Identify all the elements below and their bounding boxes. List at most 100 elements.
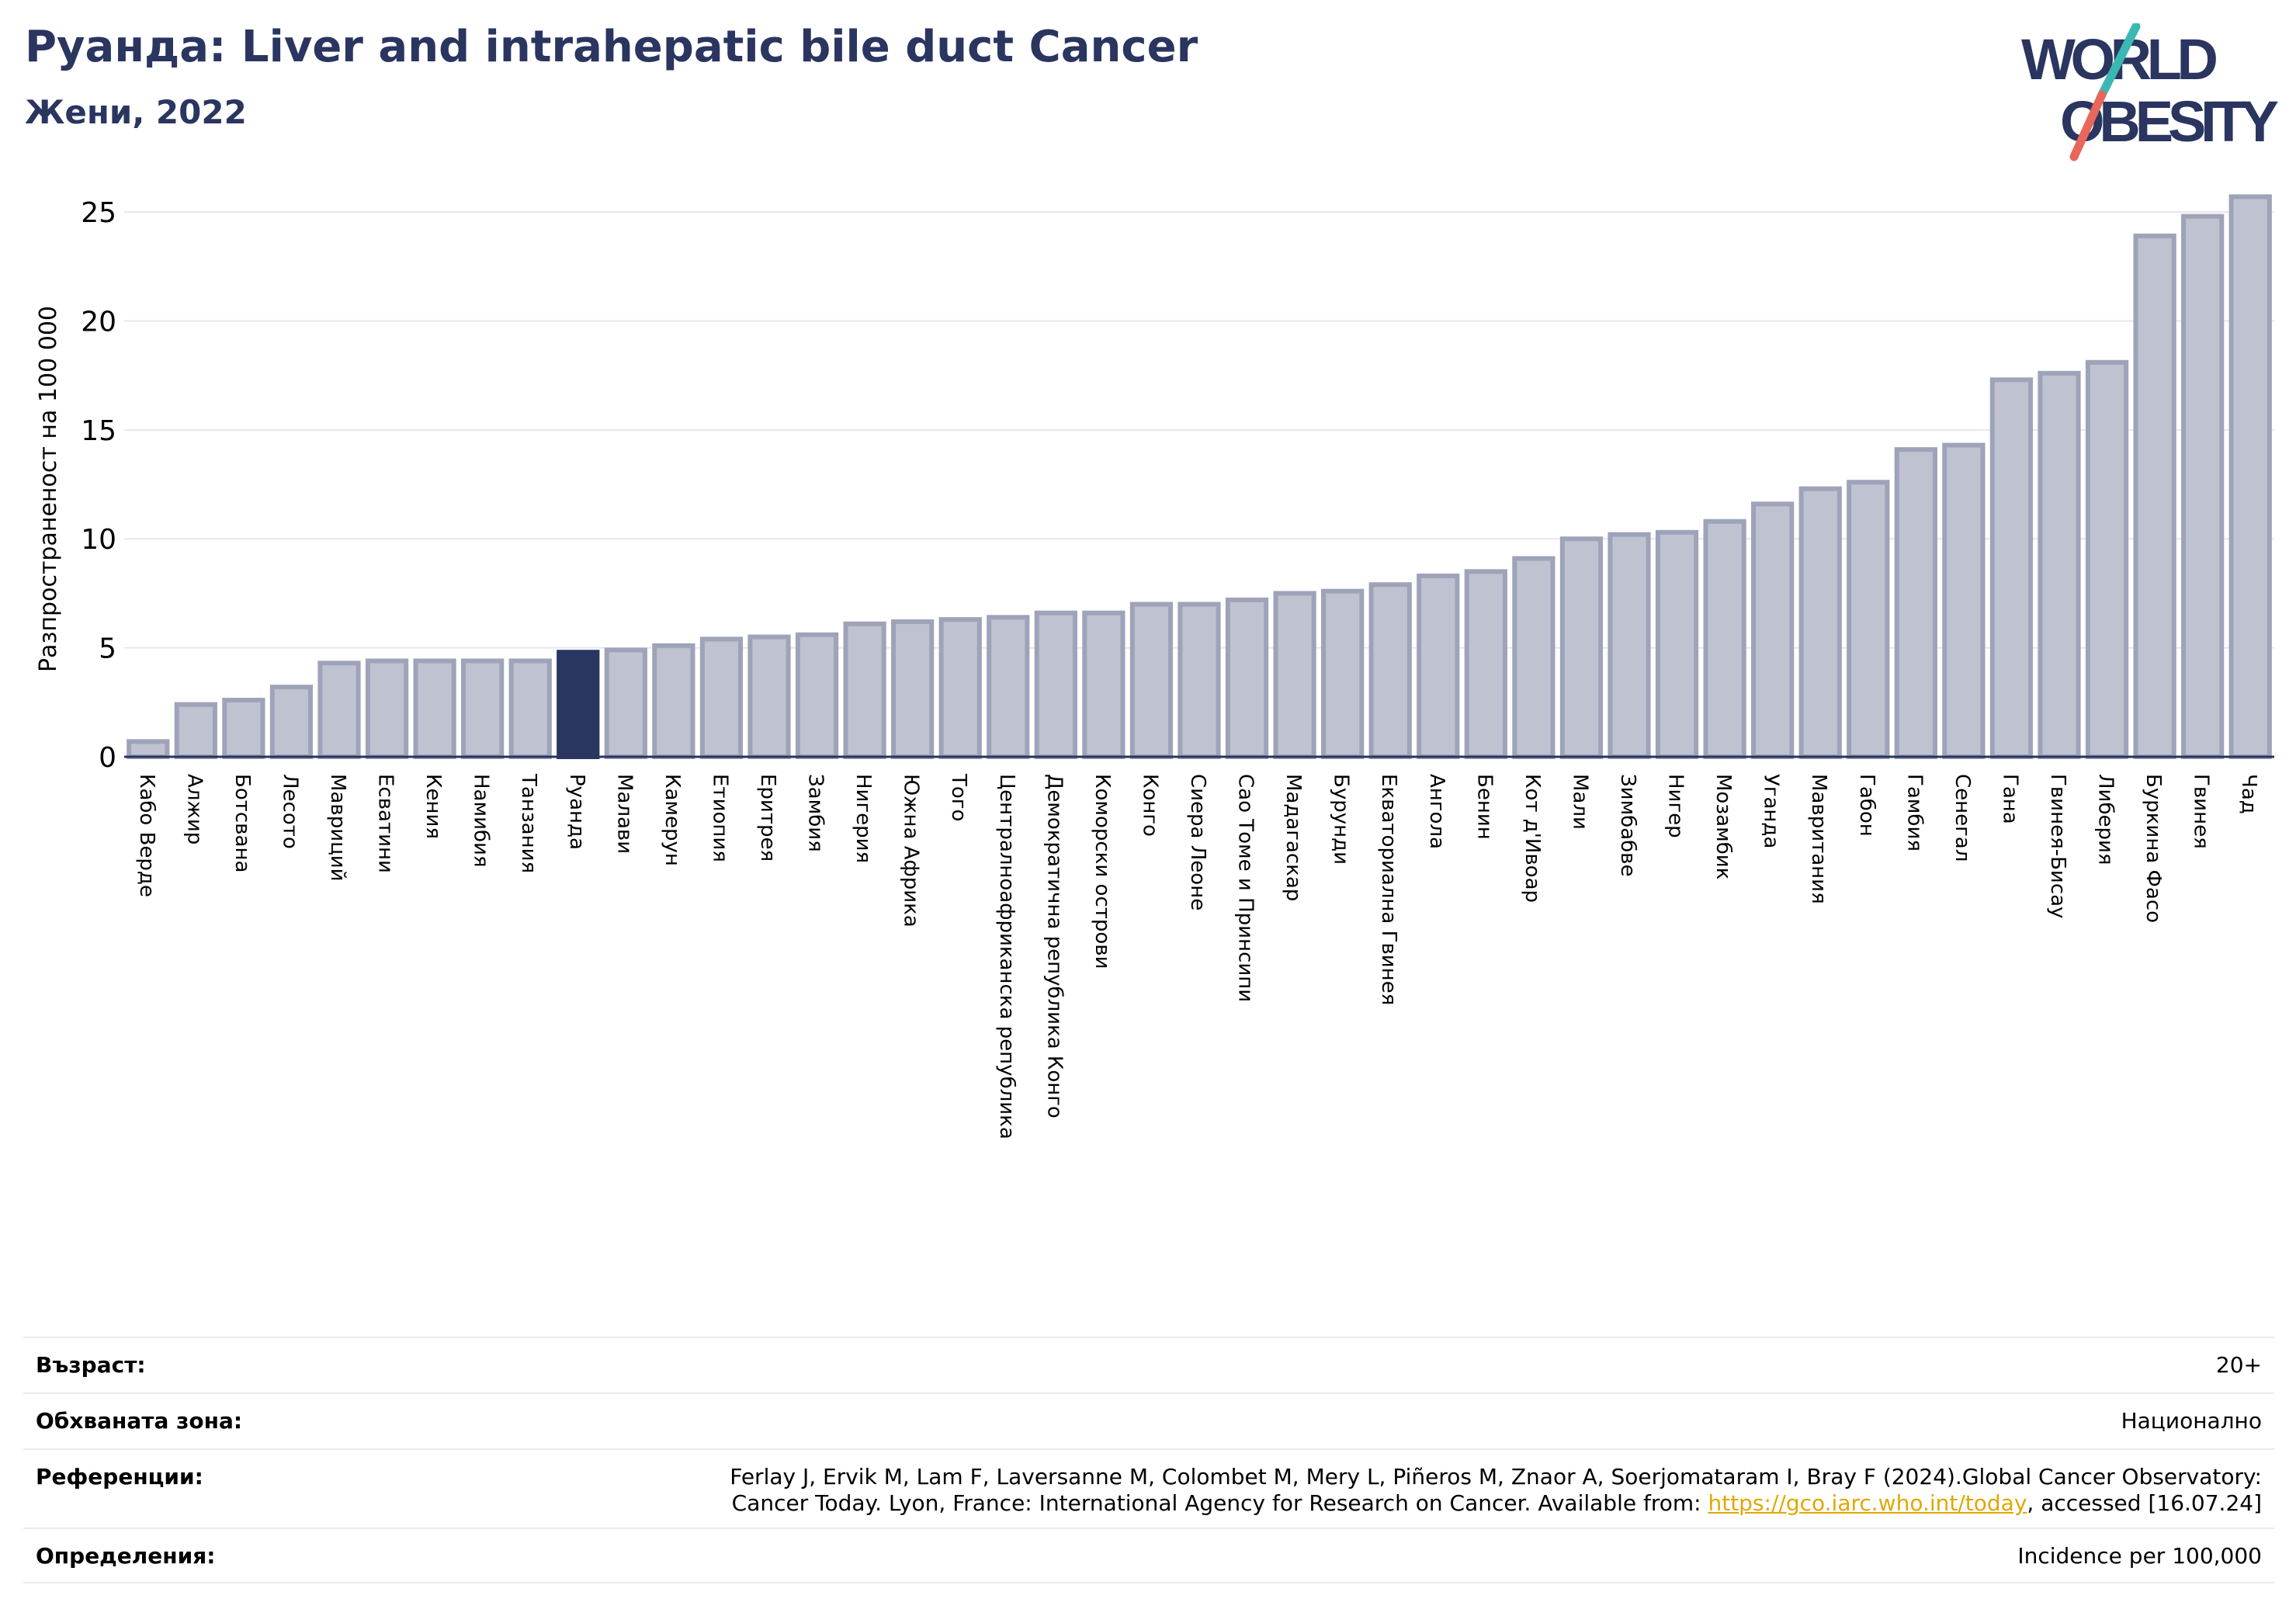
x-tick-label: Мозамбик <box>1712 774 1735 879</box>
chart-subtitle: Жени, 2022 <box>25 93 247 131</box>
world-obesity-logo: WORLD OBESITY <box>2021 23 2279 161</box>
area-value: Национално <box>2121 1408 2262 1434</box>
bar <box>652 643 695 759</box>
x-tick-label: Габон <box>1855 774 1878 837</box>
bar <box>987 615 1030 759</box>
y-tick-label: 5 <box>99 633 116 665</box>
references-value: Ferlay J, Ervik M, Lam F, Laversanne M, … <box>730 1464 2262 1517</box>
bar <box>1368 582 1412 760</box>
x-tick-label: Малави <box>612 774 636 854</box>
bar <box>1512 556 1556 759</box>
references-link[interactable]: https://gco.iarc.who.int/today <box>1708 1490 2027 1516</box>
x-tick-label: Бенин <box>1472 774 1496 840</box>
x-tick-label: Буркина Фасо <box>2142 774 2165 923</box>
bar <box>891 619 935 760</box>
age-value: 20+ <box>2215 1352 2262 1378</box>
bar <box>222 698 265 759</box>
x-tick-label: Гана <box>1998 774 2021 824</box>
logo-slash-top <box>2097 23 2141 99</box>
info-table: Възраст: 20+ Обхваната зона: Национално … <box>23 1337 2274 1583</box>
x-tick-label: Мали <box>1568 774 1591 830</box>
x-tick-label: Гамбия <box>1902 774 1926 851</box>
info-row-age: Възраст: 20+ <box>23 1337 2274 1392</box>
bar <box>1847 480 1890 759</box>
x-tick-label: Южна Африка <box>900 774 923 928</box>
bar <box>843 621 886 759</box>
bar <box>127 739 170 759</box>
bar <box>1798 486 1842 760</box>
y-tick-label: 0 <box>99 742 116 774</box>
bar <box>2181 213 2225 759</box>
bar <box>604 647 647 760</box>
bar <box>1464 569 1507 759</box>
bar <box>1655 529 1699 759</box>
x-tick-label: Чад <box>2237 774 2260 814</box>
references-line-2-start: Cancer Today. Lyon, France: Internationa… <box>731 1490 1708 1516</box>
x-tick-label: Коморски острови <box>1091 774 1114 969</box>
x-tick-label: Бурунди <box>1330 774 1353 865</box>
bar <box>2228 194 2272 759</box>
x-tick-label: Намибия <box>470 774 493 868</box>
bar <box>1942 442 1986 759</box>
chart-title: Руанда: Liver and intrahepatic bile duct… <box>25 22 1198 72</box>
x-tick-label: Гвинея <box>2190 774 2213 849</box>
x-tick-label: Конго <box>1138 774 1161 837</box>
x-tick-label: Мавритания <box>1807 774 1830 904</box>
bar <box>1608 532 1651 759</box>
bar <box>795 632 839 759</box>
bar <box>1894 447 1937 759</box>
x-tick-label: Нигерия <box>851 774 875 863</box>
bar <box>413 658 456 760</box>
y-axis-label: Разпространеност на 100 000 <box>35 306 62 672</box>
info-row-references: Референции: Ferlay J, Ervik M, Lam F, La… <box>23 1448 2274 1528</box>
bar <box>1225 597 1269 759</box>
logo-slash-bottom <box>2069 90 2107 161</box>
info-row-area: Обхваната зона: Национално <box>23 1392 2274 1448</box>
x-tick-label: Гвинея-Бисау <box>2046 774 2069 918</box>
x-axis-labels: Кабо Верде Алжир Ботсвана Лесото Мавриций Есв… <box>135 773 2260 1139</box>
y-axis-ticks: 0 5 10 15 20 25 <box>81 197 116 774</box>
bar <box>1177 602 1221 760</box>
definitions-label: Определения: <box>36 1543 216 1569</box>
bar <box>508 658 552 760</box>
x-tick-label: Руанда <box>565 774 588 850</box>
area-label: Обхваната зона: <box>36 1408 243 1434</box>
x-tick-label: Сао Томе и Принсипи <box>1234 774 1257 1002</box>
bar <box>461 658 505 760</box>
bars <box>127 194 2272 760</box>
bar <box>1989 377 2034 759</box>
bar <box>1129 602 1174 760</box>
references-label: Референции: <box>36 1464 203 1489</box>
bar <box>1321 588 1365 759</box>
x-tick-label: Мадагаскар <box>1282 774 1305 901</box>
age-label: Възраст: <box>36 1352 146 1378</box>
info-row-definitions: Определения: Incidence per 100,000 <box>23 1528 2274 1583</box>
x-tick-label: Ботсвана <box>231 774 254 872</box>
x-tick-label: Уганда <box>1760 774 1783 848</box>
x-tick-label: Екваториална Гвинея <box>1377 774 1400 1005</box>
bar <box>365 658 409 760</box>
x-tick-label: Централноафриканска република <box>995 774 1018 1139</box>
x-tick-label: Сенегал <box>1951 774 1974 862</box>
x-tick-label: Кот д'Ивоар <box>1521 774 1544 903</box>
x-tick-label: Алжир <box>182 774 206 844</box>
bar <box>1703 518 1746 759</box>
bar <box>699 636 744 760</box>
definitions-value: Incidence per 100,000 <box>2017 1543 2262 1569</box>
x-tick-label: Либерия <box>2094 774 2117 865</box>
x-tick-label: Еритрея <box>756 774 779 862</box>
bar <box>317 661 361 759</box>
x-tick-label: Зимбабве <box>1616 774 1639 877</box>
y-tick-label: 10 <box>81 524 116 556</box>
bar <box>2133 233 2176 759</box>
y-tick-label: 15 <box>81 415 116 447</box>
x-tick-label: Демократична република Конго <box>1042 774 1066 1118</box>
y-tick-label: 20 <box>81 306 116 338</box>
x-tick-label: Сиера Леоне <box>1186 774 1209 910</box>
bar <box>1034 610 1077 760</box>
x-tick-label: Мавриций <box>326 774 349 882</box>
x-tick-label: Ангола <box>1425 774 1448 849</box>
x-tick-label: Кабо Верде <box>135 774 158 897</box>
x-tick-label: Кения <box>421 774 445 839</box>
bar <box>747 634 791 759</box>
